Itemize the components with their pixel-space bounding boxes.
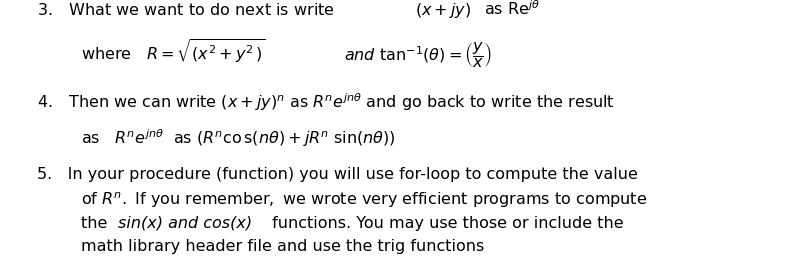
Text: 5.   In your procedure (function) you will use for-loop to compute the value: 5. In your procedure (function) you will… xyxy=(37,167,638,182)
Text: sin(x) and cos(x): sin(x) and cos(x) xyxy=(118,216,252,231)
Text: $(x + jy)$: $(x + jy)$ xyxy=(414,1,471,20)
Text: $\mathregular{of\ }R^n\mathregular{.\ If\ you\ remember,\ we\ wrote\ very\ effic: $\mathregular{of\ }R^n\mathregular{.\ If… xyxy=(81,191,648,210)
Text: math library header file and use the trig functions: math library header file and use the tri… xyxy=(81,240,485,254)
Text: $\mathregular{3.\ \ \,What\ we\ want\ to\ do\ next\ is\ write}$: $\mathregular{3.\ \ \,What\ we\ want\ to… xyxy=(37,2,335,18)
Text: functions. You may use those or include the: functions. You may use those or include … xyxy=(266,216,623,231)
Text: $\mathregular{where}\ \ \ R = \sqrt{(x^2 + y^2\,)}$: $\mathregular{where}\ \ \ R = \sqrt{(x^2… xyxy=(81,38,266,65)
Text: $\mathregular{4.\ \ \,Then\ we\ can\ write}\ (x + jy)^n\ \mathregular{as}\ R^n e: $\mathregular{4.\ \ \,Then\ we\ can\ wri… xyxy=(37,92,615,113)
Text: $\mathregular{as\ Re}^{j\theta}$: $\mathregular{as\ Re}^{j\theta}$ xyxy=(485,0,541,18)
Text: $\mathregular{as}\ \ \ R^n e^{jn\theta}\ \ \mathregular{as}\ (R^n \mathregular{c: $\mathregular{as}\ \ \ R^n e^{jn\theta}\… xyxy=(81,127,396,149)
Text: $\mathit{and}\ \mathregular{tan}^{-1}(\theta) = \left(\dfrac{y}{x}\right)$: $\mathit{and}\ \mathregular{tan}^{-1}(\t… xyxy=(344,40,492,70)
Text: the: the xyxy=(81,216,118,231)
